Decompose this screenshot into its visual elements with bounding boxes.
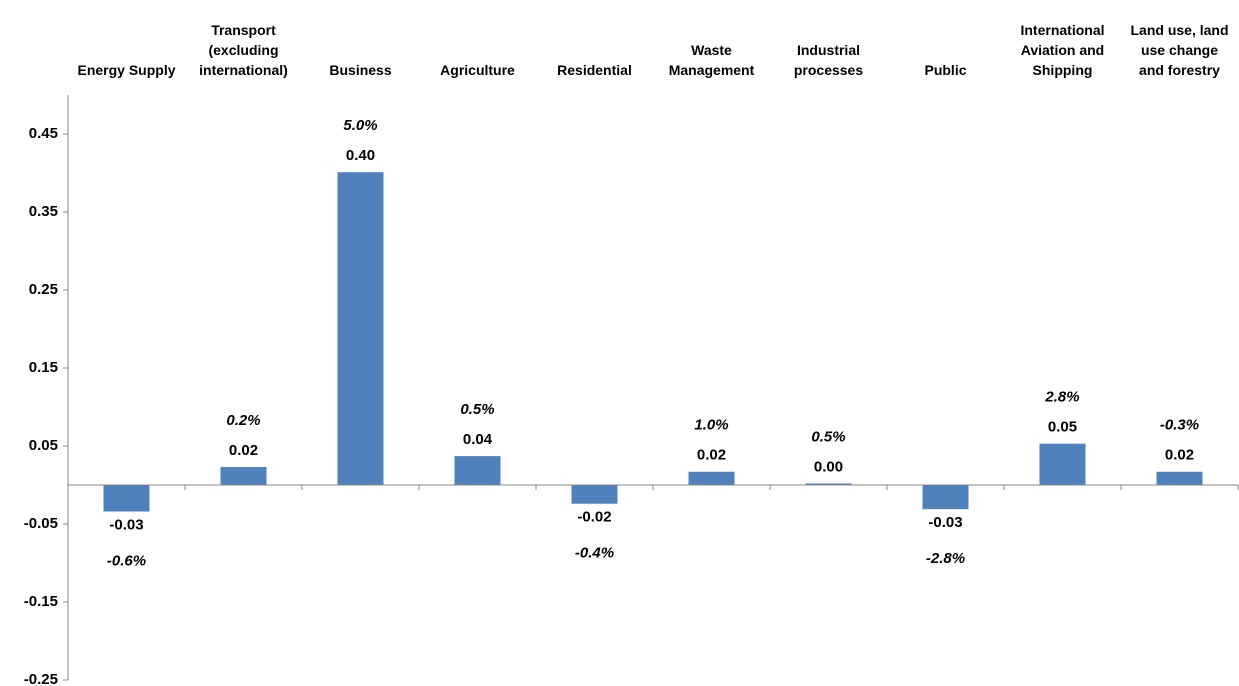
- y-tick-label: -0.15: [24, 593, 58, 610]
- change-label: 1.0%: [694, 417, 728, 434]
- x-tick-label: Business: [329, 62, 392, 78]
- value-label: -0.03: [928, 514, 962, 531]
- value-label: -0.03: [109, 516, 143, 533]
- y-tick-label: 0.45: [29, 125, 58, 142]
- change-label: 0.2%: [226, 412, 260, 429]
- bar: [1039, 443, 1086, 485]
- y-tick-label: 0.35: [29, 203, 58, 220]
- value-label: 0.05: [1048, 419, 1077, 436]
- x-tick-label: Residential: [557, 62, 632, 78]
- bar: [1156, 471, 1203, 485]
- change-label: -0.3%: [1160, 417, 1199, 434]
- value-label: 0.02: [1165, 447, 1194, 464]
- value-label: 0.40: [346, 147, 375, 164]
- x-tick-label: Agriculture: [440, 62, 515, 78]
- bar: [571, 485, 618, 504]
- change-label: 0.5%: [811, 428, 845, 445]
- change-label: 5.0%: [343, 117, 377, 134]
- y-tick-label: 0.25: [29, 281, 58, 298]
- x-tick-label: Transport (excluding international): [199, 22, 288, 78]
- x-tick-label: Industrial processes: [793, 42, 864, 78]
- value-label: -0.02: [577, 509, 611, 526]
- bar: [922, 485, 969, 510]
- bar: [688, 471, 735, 485]
- change-label: 0.5%: [460, 401, 494, 418]
- y-tick-label: 0.15: [29, 359, 58, 376]
- x-tick-label: Waste Management: [668, 42, 755, 78]
- bar: [103, 485, 150, 512]
- value-label: 0.00: [814, 458, 843, 475]
- change-label: -2.8%: [926, 550, 965, 567]
- y-tick-label: -0.25: [24, 671, 58, 686]
- bar: [805, 483, 852, 485]
- value-label: 0.02: [229, 442, 258, 459]
- bar: [220, 467, 267, 485]
- change-label: -0.6%: [107, 552, 146, 569]
- y-tick-label: -0.05: [24, 515, 58, 532]
- x-tick-label: International Aviation and Shipping: [1020, 22, 1105, 78]
- bar: [337, 172, 384, 485]
- x-tick-label: Energy Supply: [77, 62, 176, 78]
- value-label: 0.02: [697, 447, 726, 464]
- x-tick-label: Public: [924, 62, 967, 78]
- bar: [454, 456, 501, 485]
- change-label: -0.4%: [575, 545, 614, 562]
- change-label: 2.8%: [1044, 389, 1079, 406]
- value-label: 0.04: [463, 431, 493, 448]
- x-tick-label: Land use, land use change and forestry: [1130, 22, 1229, 78]
- y-tick-label: 0.05: [29, 437, 58, 454]
